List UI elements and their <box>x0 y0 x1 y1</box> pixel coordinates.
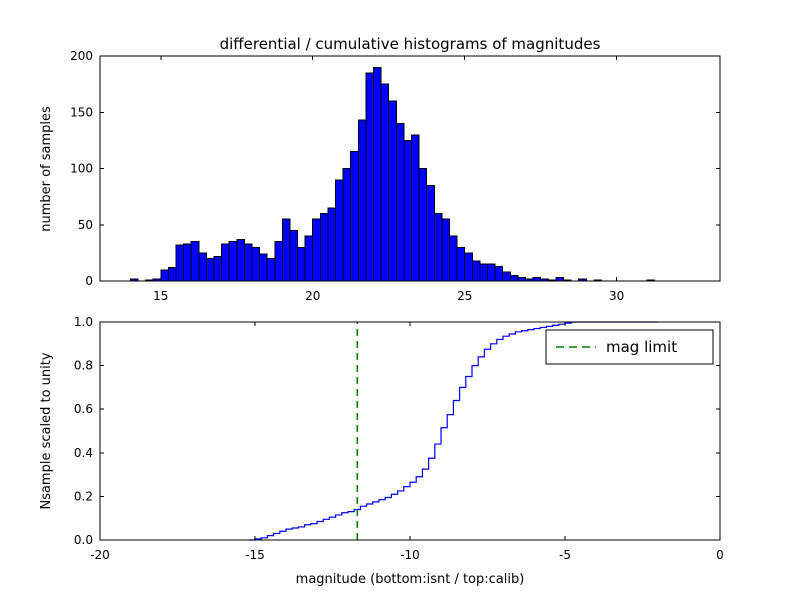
cumulative-axes-tick-labels: -20 -15 -10 -5 0 0.0 0.2 0.4 0.6 0.8 1.0 <box>74 315 724 562</box>
cumulative-axes-ytick-label: 0.4 <box>74 446 93 460</box>
cumulative-axes-ytick-label: 1.0 <box>74 315 93 329</box>
legend-label: mag limit <box>606 338 677 356</box>
cumulative-axes-xtick-label: -5 <box>559 548 571 562</box>
histogram-axes-xtick-label: 15 <box>153 289 168 303</box>
cumulative-axes-ytick-label: 0.0 <box>74 533 93 547</box>
histogram-axes-ytick-label: 150 <box>70 105 93 119</box>
histogram-axes-ytick-label: 200 <box>70 49 93 63</box>
plot-title: differential / cumulative histograms of … <box>220 35 601 53</box>
cumulative-axes-xtick-label: -10 <box>400 548 420 562</box>
histogram-axes-ytick-label: 100 <box>70 162 93 176</box>
histogram-axes-xtick-label: 25 <box>457 289 472 303</box>
xlabel: magnitude (bottom:isnt / top:calib) <box>296 572 525 587</box>
histogram-axes-xtick-label: 20 <box>305 289 320 303</box>
histogram-axes-ytick-label: 0 <box>85 274 93 288</box>
legend: mag limit <box>545 329 714 365</box>
cumulative-axes-xtick-label: 0 <box>716 548 724 562</box>
histogram-ylabel: number of samples <box>39 106 54 232</box>
histogram-axes-xtick-label: 30 <box>609 289 624 303</box>
cumulative-axes-xtick-label: -15 <box>245 548 265 562</box>
histogram-axes-ytick-label: 50 <box>78 218 93 232</box>
cumulative-ylabel: Nsample scaled to unity <box>39 352 54 509</box>
cumulative-axes-ytick-label: 0.2 <box>74 489 93 503</box>
histogram-axes-tick-labels: 15 20 25 30 0 50 100 150 200 <box>70 49 624 303</box>
cumulative-axes-xtick-label: -20 <box>90 548 110 562</box>
cumulative-axes-ytick-label: 0.6 <box>74 402 93 416</box>
histogram-bars <box>129 66 656 282</box>
cumulative-axes-ytick-label: 0.8 <box>74 359 93 373</box>
cumulative-axes-frame <box>99 321 721 541</box>
cumulative-line <box>248 321 658 541</box>
histogram-axes-frame <box>99 55 721 282</box>
